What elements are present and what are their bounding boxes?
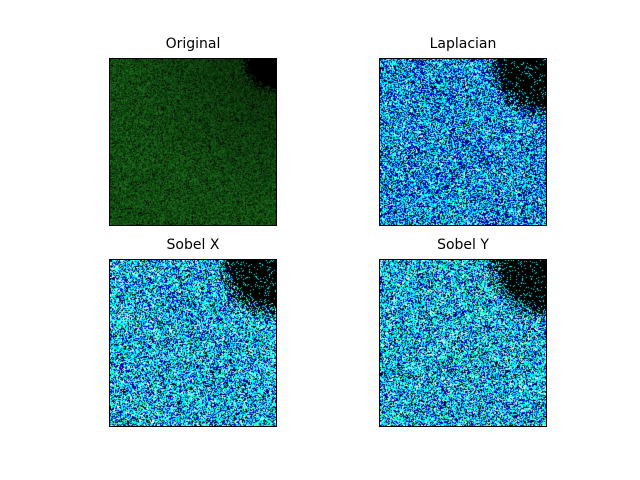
image-laplacian-canvas xyxy=(380,59,546,225)
image-sobel-x-canvas xyxy=(110,260,276,426)
panel-title-original: Original xyxy=(165,36,221,52)
panel-title-sobel-x: Sobel X xyxy=(166,237,220,253)
image-sobel-y-canvas xyxy=(380,260,546,426)
image-original-canvas xyxy=(110,59,276,225)
panel-title-sobel-y: Sobel Y xyxy=(437,237,489,253)
image-original xyxy=(109,58,277,226)
image-laplacian xyxy=(379,58,547,226)
image-sobel-y xyxy=(379,259,547,427)
panel-title-laplacian: Laplacian xyxy=(429,36,497,52)
image-sobel-x xyxy=(109,259,277,427)
